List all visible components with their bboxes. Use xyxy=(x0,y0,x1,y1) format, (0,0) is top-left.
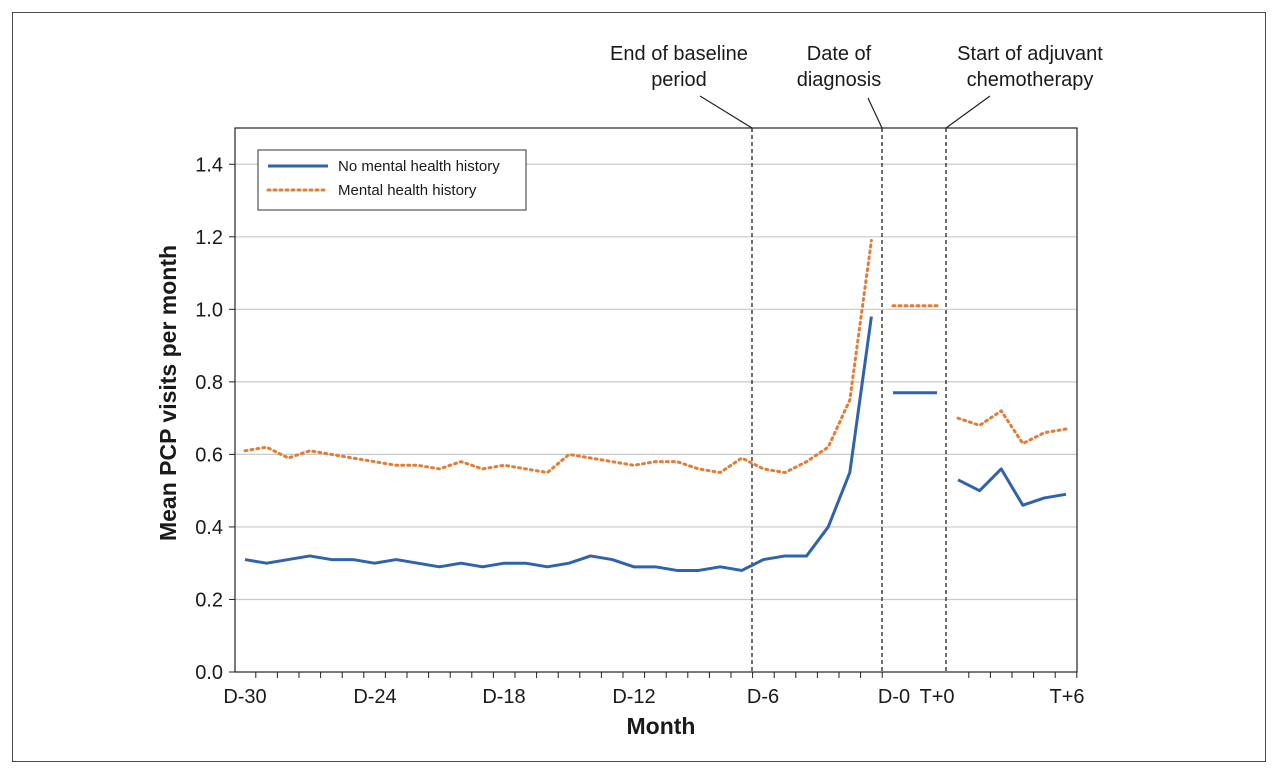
figure-frame xyxy=(12,12,1266,762)
legend-label-mental-health: Mental health history xyxy=(338,182,477,199)
y-tick-label: 0.4 xyxy=(195,517,223,539)
y-tick-label: 1.2 xyxy=(195,227,223,249)
x-tick-label: D-30 xyxy=(223,686,266,708)
series-line xyxy=(244,316,873,572)
legend-label-no-mental-health: No mental health history xyxy=(338,158,500,175)
y-tick-label: 0.2 xyxy=(195,589,223,611)
series-line xyxy=(957,467,1067,507)
x-tick-label: D-12 xyxy=(612,686,655,708)
gridlines xyxy=(235,163,1077,601)
x-axis: D-30 D-24 D-18 D-12 D-6 D-0 T+0 T+6 xyxy=(223,672,1085,708)
annotation-label: diagnosis xyxy=(797,69,882,91)
legend: No mental health history Mental health h… xyxy=(257,149,527,211)
legend-box xyxy=(257,149,527,211)
x-tick-label: D-6 xyxy=(747,686,779,708)
x-tick-label: D-0 xyxy=(878,686,910,708)
series-line xyxy=(956,409,1068,446)
annotation-label: Start of adjuvant xyxy=(957,43,1103,65)
y-tick-label: 0.8 xyxy=(195,372,223,394)
series-lines xyxy=(243,238,1068,572)
annotation-label: period xyxy=(651,69,707,91)
x-axis-title: Month xyxy=(627,713,696,739)
y-axis-title: Mean PCP visits per month xyxy=(155,245,181,541)
series-line xyxy=(243,238,873,475)
x-tick-label: T+0 xyxy=(919,686,954,708)
x-tick-label: T+6 xyxy=(1049,686,1084,708)
y-tick-label: 0.6 xyxy=(195,444,223,466)
event-annotations: End of baseline period Date of diagnosis Sta… xyxy=(610,43,1103,129)
y-tick-label: 0.0 xyxy=(195,662,223,684)
plot-area xyxy=(234,127,1078,673)
x-tick-label: D-18 xyxy=(482,686,525,708)
annotation-label: End of baseline xyxy=(610,43,748,65)
annotation-label: chemotherapy xyxy=(967,69,1094,91)
annotation-leader xyxy=(699,95,753,129)
x-tick-label: D-24 xyxy=(353,686,396,708)
y-tick-label: 1.4 xyxy=(195,154,223,176)
y-tick-label: 1.0 xyxy=(195,299,223,321)
annotation-label: Date of xyxy=(807,43,872,65)
annotation-leader xyxy=(867,97,883,129)
annotation-leader xyxy=(945,95,991,129)
y-axis: 0.0 0.2 0.4 0.6 0.8 1.0 1.2 1.4 xyxy=(195,154,235,684)
